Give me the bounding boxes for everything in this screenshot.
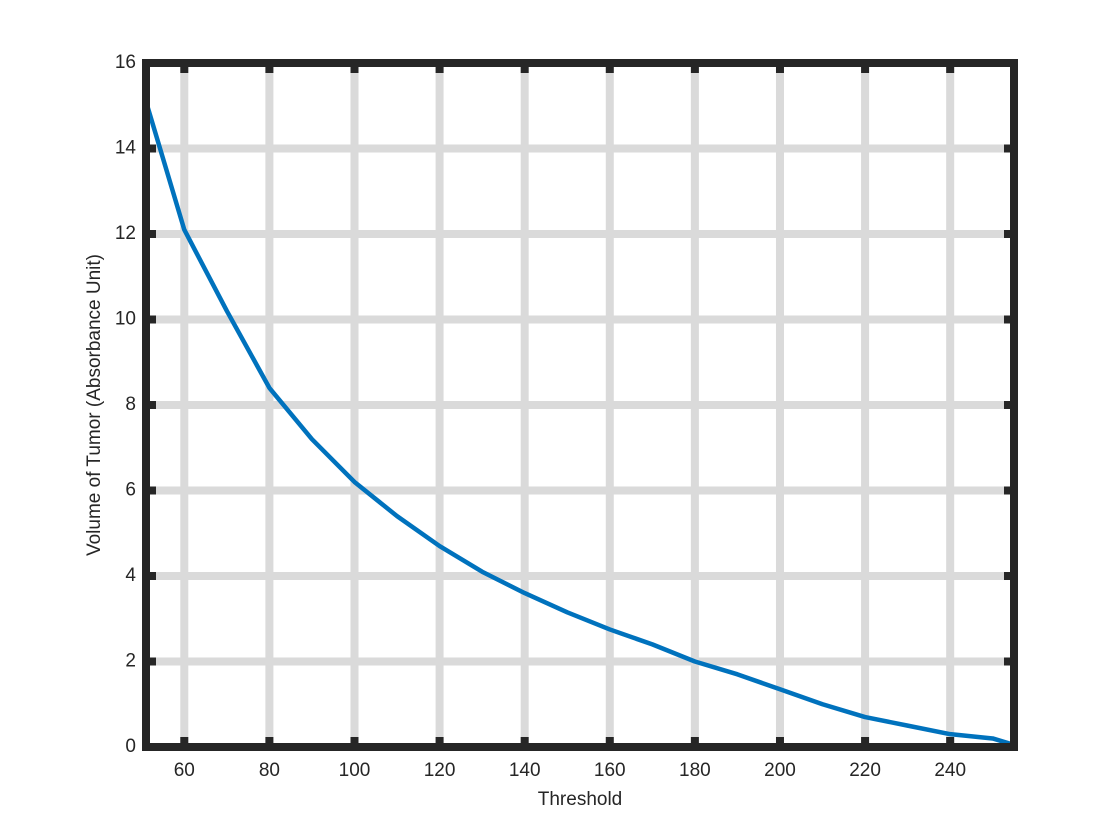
y-tick-label: 8 <box>125 394 136 415</box>
x-axis-label: Threshold <box>538 789 623 810</box>
y-tick-label: 10 <box>115 309 136 330</box>
y-tick-label: 2 <box>125 651 136 672</box>
x-tick-label: 200 <box>764 760 796 781</box>
y-tick-label: 14 <box>115 138 137 159</box>
plot-frame <box>142 59 1018 751</box>
x-tick-label: 160 <box>594 760 626 781</box>
y-axis-label: Volume of Tumor (Absorbance Unit) <box>84 254 105 556</box>
y-tick-label: 6 <box>125 480 136 501</box>
x-tick-label: 220 <box>849 760 881 781</box>
x-tick-label: 140 <box>509 760 541 781</box>
x-tick-label: 120 <box>424 760 456 781</box>
x-tick-label: 60 <box>174 760 195 781</box>
x-tick-label: 240 <box>934 760 966 781</box>
x-tick-label: 80 <box>259 760 280 781</box>
y-tick-label: 16 <box>115 52 136 73</box>
data-line <box>143 100 1015 748</box>
y-tick-label: 12 <box>115 223 136 244</box>
x-tick-label: 180 <box>679 760 711 781</box>
y-tick-label: 4 <box>125 565 136 586</box>
x-tick-label: 100 <box>339 760 371 781</box>
y-tick-label: 0 <box>125 736 136 757</box>
